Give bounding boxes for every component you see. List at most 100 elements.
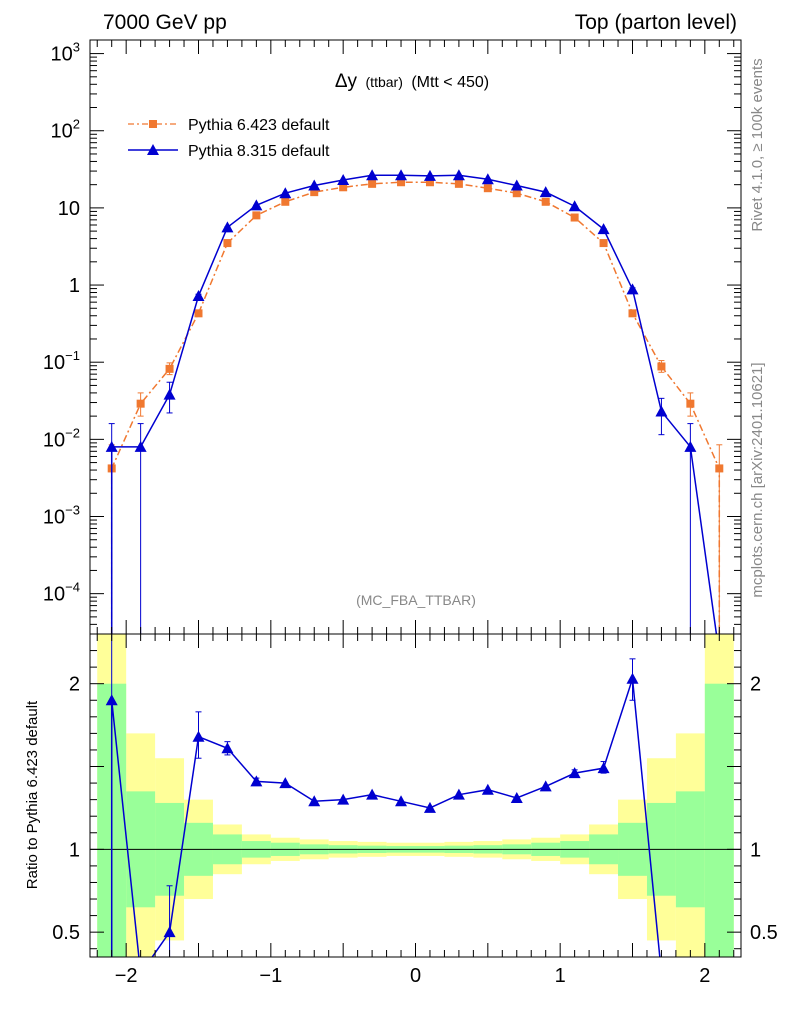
header-right: Top (parton level) [575, 11, 737, 34]
pythia8-point [597, 223, 610, 235]
x-tick-label: 2 [699, 965, 710, 987]
x-tick-label: −2 [115, 965, 138, 987]
ratio-point [337, 793, 350, 805]
legend-marker-pythia6 [149, 120, 157, 128]
y-tick-label-base: 10 [43, 429, 65, 451]
legend-label-pythia8: Pythia 8.315 default [188, 143, 330, 160]
pythia6-point [512, 189, 521, 198]
side-label-rivet: Rivet 4.1.0, ≥ 100k events [749, 58, 766, 231]
plot-title-delta: Δy [335, 71, 358, 92]
plot-watermark: (MC_FBA_TTBAR) [356, 592, 476, 608]
pythia8-point [568, 200, 581, 212]
pythia6-point [483, 184, 492, 193]
side-label-mcplots: mcplots.cern.ch [arXiv:2401.10621] [749, 362, 766, 597]
y-tick-label: 10 [58, 198, 80, 220]
legend: Pythia 6.423 default Pythia 8.315 defaul… [128, 117, 330, 160]
y-tick-label-exponent: −1 [65, 348, 80, 363]
ratio-y-tick-label: 1 [69, 839, 80, 861]
pythia6-point [657, 362, 666, 371]
pythia8-point [626, 283, 639, 295]
pythia8-point [105, 440, 118, 452]
header-left: 7000 GeV pp [103, 11, 227, 34]
y-tick-label-exponent: −4 [65, 580, 80, 595]
pythia8-point [366, 169, 379, 181]
pythia8-line [110, 174, 718, 635]
y-tick-label-exponent: −3 [65, 503, 80, 518]
plot-title: Δy (ttbar) (Mtt < 450) [335, 71, 489, 92]
y-tick-label: 10−3 [43, 503, 80, 529]
y-tick-label: 103 [51, 40, 80, 66]
ratio-point [279, 777, 292, 789]
pythia6-point [570, 213, 579, 222]
pythia6-point [397, 178, 406, 187]
legend-marker-pythia8 [147, 144, 159, 155]
plot-title-rest: (Mtt < 450) [411, 74, 489, 91]
pythia8-point [423, 169, 436, 181]
ratio-y-tick-label: 2 [69, 674, 80, 696]
ratio-point [105, 694, 118, 706]
ratio-y-tick-label-right: 2 [750, 674, 761, 696]
y-tick-label-base: 10 [43, 507, 65, 529]
pythia8-point [481, 173, 494, 185]
y-tick-label-base: 10 [51, 44, 73, 66]
x-tick-label: −1 [259, 965, 282, 987]
ratio-point [308, 795, 321, 807]
pythia8-point [452, 169, 465, 181]
y-tick-label: 10−4 [43, 580, 80, 606]
pythia6-line [110, 181, 721, 634]
ratio-point [221, 742, 234, 754]
ratio-y-tick-label-right: 0.5 [750, 922, 778, 944]
pythia8-point [308, 179, 321, 191]
x-tick-label: 0 [410, 965, 421, 987]
pythia8-point [684, 440, 697, 452]
pythia6-point [541, 197, 550, 206]
pythia8-point [510, 179, 523, 191]
pythia8-point [279, 187, 292, 199]
pythia6-point [339, 183, 348, 192]
pythia6-point [310, 188, 319, 197]
ratio-point [510, 791, 523, 803]
pythia8-point [134, 440, 147, 452]
ratio-point [626, 672, 639, 684]
pythia6-point [628, 309, 637, 318]
y-tick-label-exponent: 2 [73, 117, 80, 132]
y-tick-label: 102 [51, 117, 80, 143]
ratio-point [163, 926, 176, 938]
y-tick-label-base: 10 [51, 121, 73, 143]
ratio-point [452, 788, 465, 800]
y-tick-label: 10−1 [43, 348, 80, 374]
main-plot-panel: (MC_FBA_TTBAR) 10310210110−110−210−310−4… [43, 39, 742, 635]
pythia6-point [454, 179, 463, 188]
pythia8-point [655, 405, 668, 417]
legend-label-pythia6: Pythia 6.423 default [188, 117, 330, 134]
ratio-point [250, 775, 263, 787]
pythia8-point [539, 186, 552, 198]
ratio-point [423, 801, 436, 813]
ratio-point [395, 795, 408, 807]
y-tick-label-base: 1 [69, 275, 80, 297]
pythia8-point [250, 199, 263, 211]
pythia6-point [165, 364, 174, 373]
pythia6-point [599, 239, 608, 248]
y-tick-label-exponent: 3 [73, 40, 80, 55]
ratio-point [481, 783, 494, 795]
ratio-point [597, 762, 610, 774]
pythia6-point [252, 211, 261, 220]
pythia6-point [136, 399, 145, 408]
pythia6-point [686, 399, 695, 408]
ratio-point [366, 788, 379, 800]
ratio-point [568, 767, 581, 779]
pythia6-point [223, 239, 232, 248]
y-tick-label-base: 10 [43, 352, 65, 374]
pythia6-point [194, 309, 203, 318]
y-tick-label: 10−2 [43, 425, 80, 451]
ratio-point [192, 730, 205, 742]
pythia6-point [425, 178, 434, 187]
plot-title-sub: (ttbar) [366, 74, 403, 90]
pythia8-point [337, 173, 350, 185]
pythia8-point [192, 290, 205, 302]
ratio-ylabel: Ratio to Pythia 6.423 default [24, 700, 41, 889]
x-tick-label: 1 [555, 965, 566, 987]
ratio-point [539, 780, 552, 792]
